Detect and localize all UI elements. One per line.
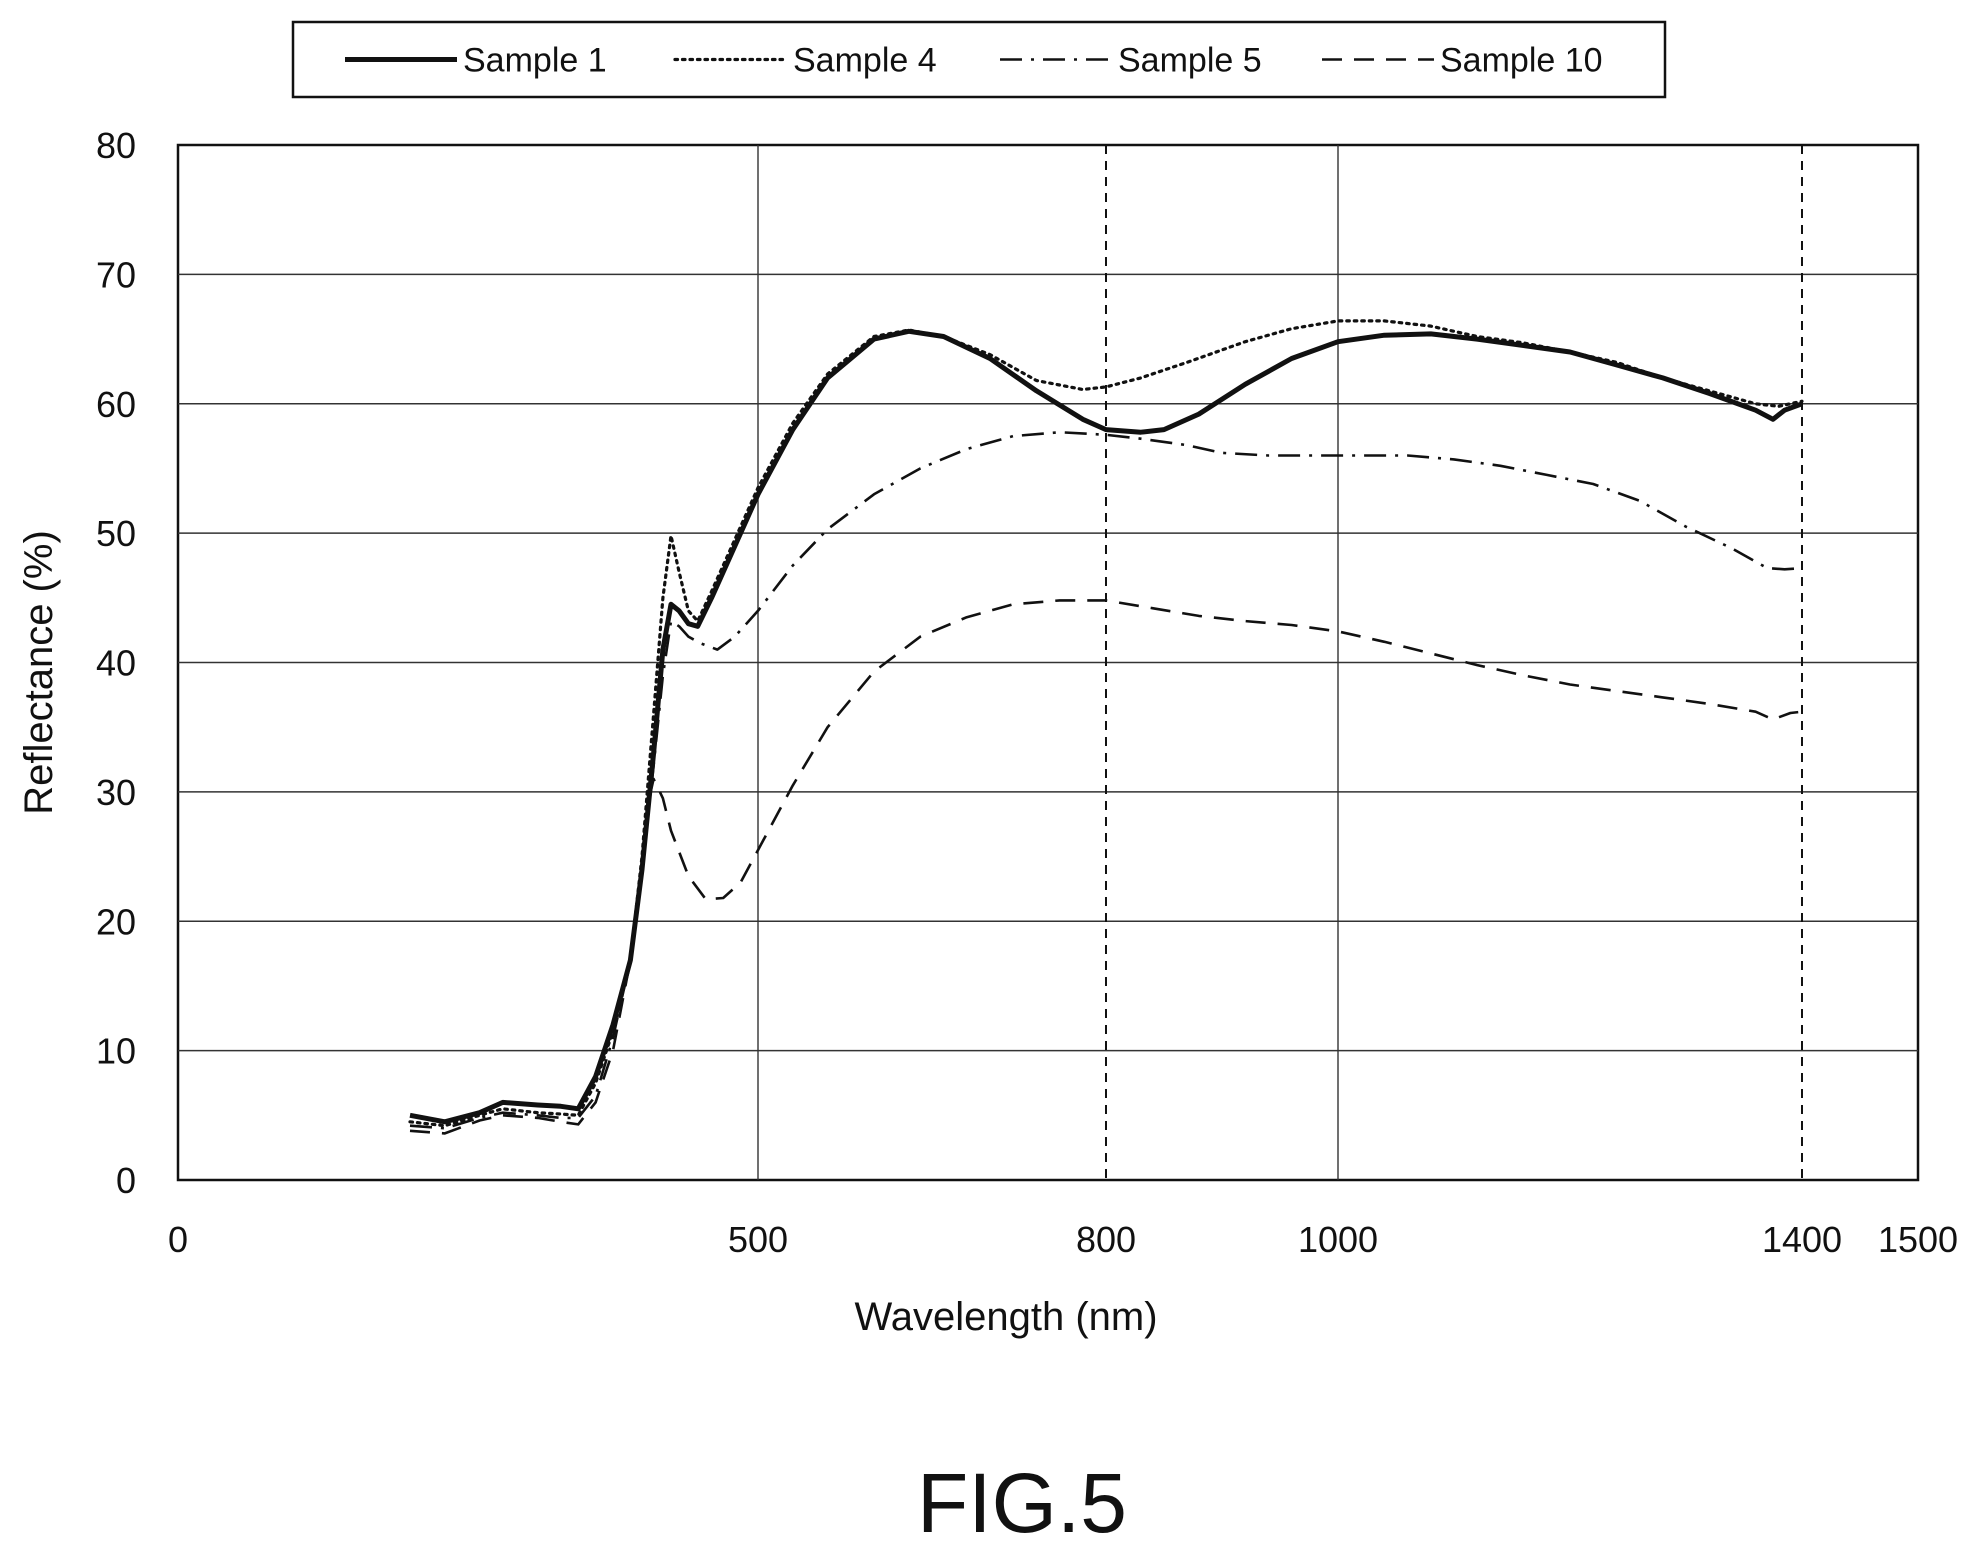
x-axis-title: Wavelength (nm) bbox=[854, 1295, 1157, 1339]
x-tick-label: 1000 bbox=[1298, 1219, 1378, 1260]
y-tick-label: 20 bbox=[96, 901, 136, 942]
y-tick-label: 40 bbox=[96, 643, 136, 684]
x-tick-label: 0 bbox=[168, 1219, 188, 1260]
legend-label: Sample 4 bbox=[793, 42, 937, 80]
legend: Sample 1 Sample 4 Sample 5 Sample 10 bbox=[291, 20, 1667, 99]
y-axis-title: Reflectance (%) bbox=[17, 530, 61, 815]
y-tick-label: 10 bbox=[96, 1031, 136, 1072]
data-series bbox=[408, 319, 1804, 1135]
legend-label: Sample 1 bbox=[463, 42, 607, 80]
y-tick-label: 30 bbox=[96, 772, 136, 813]
y-tick-label: 80 bbox=[96, 125, 136, 166]
y-tick-label: 50 bbox=[96, 513, 136, 554]
series-line-sample-5 bbox=[409, 430, 1803, 1130]
x-tick-label: 1400 bbox=[1762, 1219, 1842, 1260]
reference-lines bbox=[1105, 145, 1803, 1180]
x-tick-labels: 0 500 800 1000 1400 1500 bbox=[168, 1219, 1958, 1260]
legend-label: Sample 10 bbox=[1440, 42, 1603, 80]
x-tick-label: 500 bbox=[728, 1219, 788, 1260]
y-tick-label: 0 bbox=[116, 1160, 136, 1201]
gridlines bbox=[178, 145, 1918, 1180]
x-tick-label: 800 bbox=[1076, 1219, 1136, 1260]
y-tick-label: 70 bbox=[96, 254, 136, 295]
figure-label: FIG.5 bbox=[917, 1456, 1127, 1548]
legend-label: Sample 5 bbox=[1118, 42, 1262, 80]
y-tick-label: 60 bbox=[96, 384, 136, 425]
x-tick-label: 1500 bbox=[1878, 1219, 1958, 1260]
y-tick-labels: 0 10 20 30 40 50 60 70 80 bbox=[96, 125, 136, 1201]
legend-box bbox=[291, 20, 1667, 99]
series-line-sample-4 bbox=[408, 319, 1804, 1128]
series-line-sample-1 bbox=[409, 328, 1803, 1125]
